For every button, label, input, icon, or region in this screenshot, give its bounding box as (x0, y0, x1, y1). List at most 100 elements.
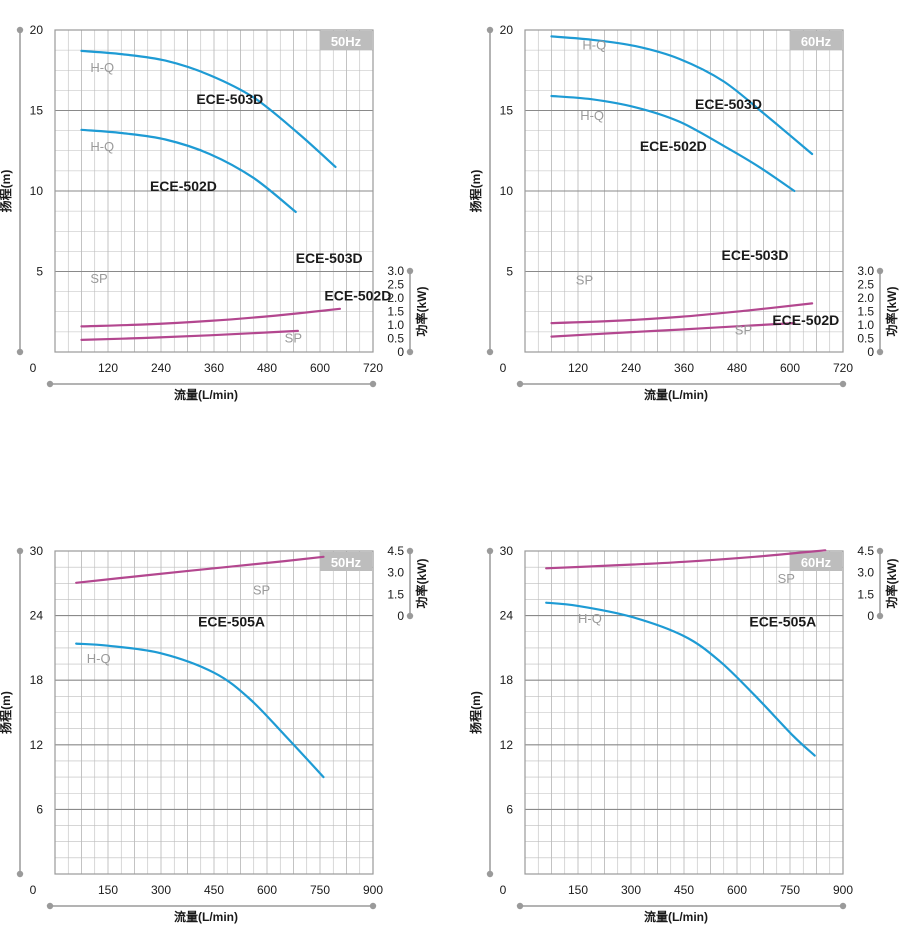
x-tick-label: 120 (98, 361, 118, 375)
frequency-label: 50Hz (331, 34, 362, 49)
y2-tick-label: 3.0 (857, 264, 874, 278)
curve-type-label: H-Q (87, 651, 111, 666)
x-tick-label: 360 (674, 361, 694, 375)
x-tick-label: 480 (727, 361, 747, 375)
x-tick-label: 120 (568, 361, 588, 375)
power-curve-ece-502d (550, 322, 796, 338)
y-tick-label: 30 (500, 544, 514, 558)
y2-tick-label: 1.5 (387, 305, 404, 319)
y2-tick-label: 3.0 (387, 566, 404, 580)
model-label: ECE-503D (296, 250, 363, 266)
x-tick-label: 240 (621, 361, 641, 375)
head-curve-ece-502d (80, 128, 297, 213)
x-tick-label: 600 (257, 883, 277, 897)
head-curve-ece-503d (550, 35, 814, 156)
y2-tick-label: 2.5 (387, 278, 404, 292)
y2-tick-label: 3.0 (387, 264, 404, 278)
y2-tick-label: 2.5 (857, 278, 874, 292)
x-axis-title: 流量(L/min) (174, 387, 238, 402)
model-label: ECE-502D (150, 178, 217, 194)
y-tick-label: 15 (30, 104, 44, 118)
y2-tick-label: 4.5 (387, 544, 404, 558)
axis-end-dot (16, 26, 24, 34)
y2-axis-title: 功率(kW) (884, 287, 899, 337)
head-curve-ece-503d (80, 49, 337, 168)
x-tick-label: 450 (674, 883, 694, 897)
y-tick-label: 18 (30, 673, 44, 687)
y-tick-label: 5 (506, 265, 513, 279)
x-tick-label: 600 (780, 361, 800, 375)
y2-tick-label: 1.5 (857, 305, 874, 319)
x-tick-label: 900 (363, 883, 383, 897)
y-tick-label: 15 (500, 104, 514, 118)
x-tick-label: 900 (833, 883, 853, 897)
x-tick-label: 750 (310, 883, 330, 897)
y-tick-label: 6 (36, 802, 43, 816)
frequency-badge (320, 552, 372, 571)
frequency-label: 50Hz (331, 555, 362, 570)
x-tick-label: 720 (363, 361, 383, 375)
x-tick-label: 150 (568, 883, 588, 897)
curve-type-label: SP (735, 322, 752, 337)
y-tick-label: 10 (30, 184, 44, 198)
model-label: ECE-505A (198, 613, 265, 629)
x-axis-title: 流量(L/min) (644, 387, 708, 402)
x-tick-label: 300 (621, 883, 641, 897)
curve-type-label: H-Q (578, 611, 602, 626)
y-tick-label: 24 (500, 609, 514, 623)
frequency-label: 60Hz (801, 555, 832, 570)
y-axis-title: 扬程(m) (468, 170, 483, 213)
y2-tick-label: 0.5 (857, 332, 874, 346)
model-label: ECE-502D (640, 138, 707, 154)
plot-frame (524, 29, 844, 353)
power-curve-ece-505a (75, 555, 325, 584)
curve-type-label: H-Q (90, 139, 114, 154)
axis-end-dot (406, 348, 414, 356)
model-label: ECE-503D (196, 91, 263, 107)
axis-end-dot (406, 612, 414, 620)
axis-end-dot (486, 348, 494, 356)
model-label: ECE-505A (749, 613, 816, 629)
y-axis-title: 扬程(m) (468, 691, 483, 734)
frequency-badge (790, 552, 842, 571)
curve-type-label: SP (90, 271, 107, 286)
y2-tick-label: 1.5 (857, 587, 874, 601)
y-tick-label: 12 (30, 738, 44, 752)
x-tick-label: 360 (204, 361, 224, 375)
x-tick-label: 450 (204, 883, 224, 897)
y-axis-title: 扬程(m) (0, 170, 13, 213)
axis-end-dot (406, 267, 414, 275)
y-tick-label: 5 (36, 265, 43, 279)
y2-tick-label: 0.5 (387, 332, 404, 346)
axis-end-dot (369, 380, 377, 388)
power-curve-ece-503d (550, 302, 814, 325)
axis-end-dot (876, 348, 884, 356)
y-tick-label: 20 (30, 23, 44, 37)
x-tick-label: 0 (500, 361, 507, 375)
curve-type-label: H-Q (90, 60, 114, 75)
x-tick-label: 480 (257, 361, 277, 375)
frequency-label: 60Hz (801, 34, 832, 49)
y-tick-label: 30 (30, 544, 44, 558)
curve-type-label: H-Q (580, 108, 604, 123)
x-axis-title: 流量(L/min) (174, 909, 238, 924)
y-tick-label: 24 (30, 609, 44, 623)
curve-type-label: SP (253, 582, 270, 597)
model-label: ECE-503D (695, 96, 762, 112)
head-curve-ece-505a (545, 601, 816, 757)
y2-tick-label: 0 (867, 609, 874, 623)
y2-axis-title: 功率(kW) (414, 559, 429, 609)
y-tick-label: 12 (500, 738, 514, 752)
y2-axis-title: 功率(kW) (414, 287, 429, 337)
axis-end-dot (516, 380, 524, 388)
y2-tick-label: 0 (397, 345, 404, 359)
model-label: ECE-502D (772, 312, 839, 328)
x-tick-label: 0 (30, 361, 37, 375)
y2-tick-label: 0 (867, 345, 874, 359)
power-curve-ece-502d (80, 329, 299, 341)
axis-end-dot (406, 547, 414, 555)
frequency-badge (790, 31, 842, 50)
